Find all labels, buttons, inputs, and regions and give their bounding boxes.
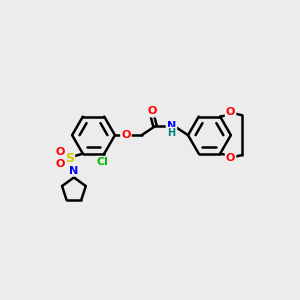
Text: H: H bbox=[167, 128, 175, 138]
Text: O: O bbox=[56, 159, 65, 169]
Text: N: N bbox=[167, 121, 176, 131]
Text: N: N bbox=[69, 166, 79, 176]
Text: O: O bbox=[226, 153, 235, 163]
Text: O: O bbox=[56, 147, 65, 157]
Text: O: O bbox=[226, 107, 235, 117]
Text: S: S bbox=[65, 152, 74, 165]
Text: O: O bbox=[147, 106, 157, 116]
Text: O: O bbox=[121, 130, 130, 140]
Text: Cl: Cl bbox=[97, 157, 109, 167]
